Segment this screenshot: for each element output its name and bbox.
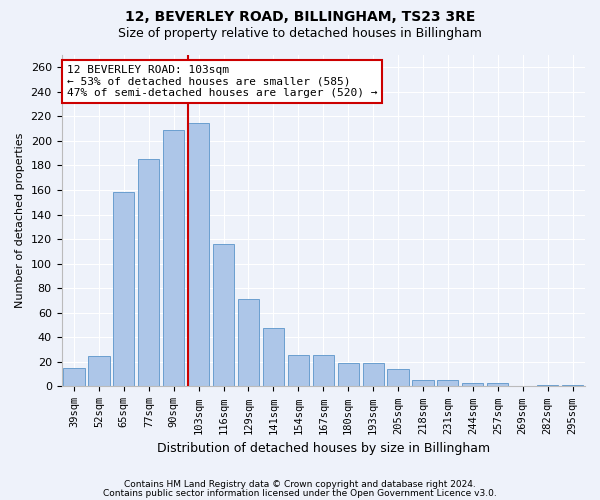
X-axis label: Distribution of detached houses by size in Billingham: Distribution of detached houses by size …: [157, 442, 490, 455]
Bar: [388, 370, 409, 386]
Bar: [213, 244, 234, 386]
Bar: [163, 130, 184, 386]
Bar: [263, 328, 284, 386]
Y-axis label: Number of detached properties: Number of detached properties: [15, 133, 25, 308]
Bar: [437, 380, 458, 386]
Text: Contains public sector information licensed under the Open Government Licence v3: Contains public sector information licen…: [103, 489, 497, 498]
Bar: [412, 380, 434, 386]
Bar: [537, 385, 558, 386]
Bar: [288, 354, 309, 386]
Bar: [88, 356, 110, 386]
Bar: [462, 383, 484, 386]
Bar: [362, 363, 384, 386]
Text: Size of property relative to detached houses in Billingham: Size of property relative to detached ho…: [118, 28, 482, 40]
Text: 12 BEVERLEY ROAD: 103sqm
← 53% of detached houses are smaller (585)
47% of semi-: 12 BEVERLEY ROAD: 103sqm ← 53% of detach…: [67, 65, 377, 98]
Text: Contains HM Land Registry data © Crown copyright and database right 2024.: Contains HM Land Registry data © Crown c…: [124, 480, 476, 489]
Bar: [562, 385, 583, 386]
Bar: [338, 363, 359, 386]
Text: 12, BEVERLEY ROAD, BILLINGHAM, TS23 3RE: 12, BEVERLEY ROAD, BILLINGHAM, TS23 3RE: [125, 10, 475, 24]
Bar: [113, 192, 134, 386]
Bar: [138, 160, 160, 386]
Bar: [487, 383, 508, 386]
Bar: [238, 300, 259, 386]
Bar: [188, 122, 209, 386]
Bar: [313, 354, 334, 386]
Bar: [64, 368, 85, 386]
